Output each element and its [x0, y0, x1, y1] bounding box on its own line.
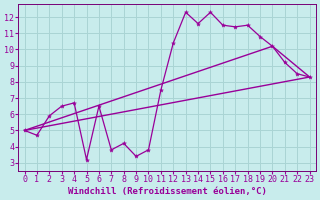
X-axis label: Windchill (Refroidissement éolien,°C): Windchill (Refroidissement éolien,°C) [68, 187, 267, 196]
